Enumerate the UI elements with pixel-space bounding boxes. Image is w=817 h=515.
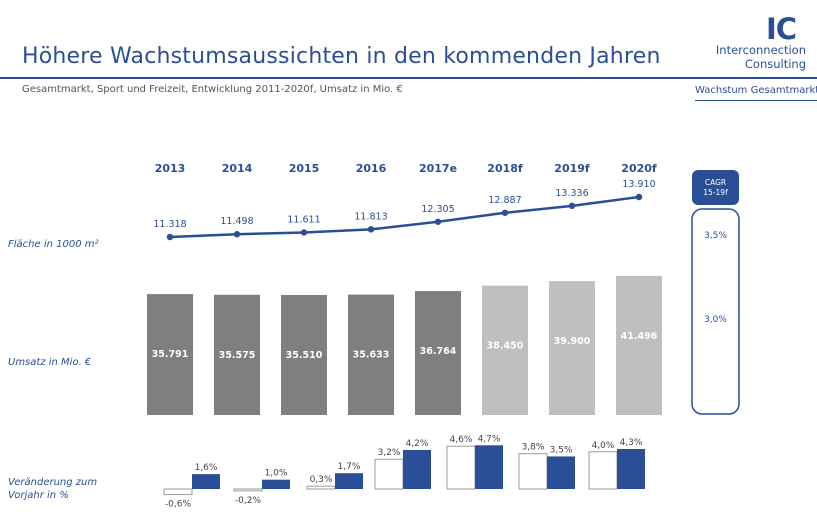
cagr-header-line1: CAGR: [705, 178, 726, 187]
row-label-area: Fläche in 1000 m²: [8, 239, 99, 250]
change-value-label: 4,3%: [620, 438, 643, 448]
area-value-label: 11.813: [354, 211, 387, 222]
cagr-header-line2: 15-19f: [703, 188, 728, 197]
cagr-value-box: [691, 208, 740, 415]
change-value-label: -0,2%: [235, 496, 262, 506]
revenue-value-label: 35.575: [219, 350, 256, 361]
area-point: [300, 229, 308, 236]
row-label-change-line2: Vorjahr in %: [8, 490, 69, 501]
area-value-label: 11.498: [220, 216, 253, 227]
change-bar-filled: [475, 445, 503, 489]
revenue-value-label: 39.900: [554, 336, 591, 347]
area-point: [233, 231, 241, 238]
area-value-label: 13.336: [555, 188, 588, 199]
row-label-revenue: Umsatz in Mio. €: [8, 357, 92, 368]
area-value-label: 13.910: [622, 179, 655, 190]
cagr-value-revenue: 3,0%: [704, 315, 727, 325]
area-value-label: 11.318: [153, 219, 186, 230]
revenue-value-label: 35.633: [353, 350, 390, 361]
change-value-label: 3,8%: [522, 443, 545, 453]
change-bar-filled: [617, 449, 645, 489]
area-line-series: 11.318 11.498 11.611 11.813 12.305 12.887 13.3…: [153, 179, 656, 241]
logo-name: Interconnection Consulting: [716, 43, 806, 71]
page-subtitle: Gesamtmarkt, Sport und Freizeit, Entwick…: [22, 84, 403, 95]
row-label-change-line1: Veränderung zum: [8, 477, 97, 488]
year-label: 2017e: [419, 162, 457, 175]
change-bars: -0,6% 1,6% -0,2% 1,0% 0,3% 1,7% 3,2% 4,2% 4,6% 4,…: [163, 434, 645, 510]
revenue-value-label: 35.510: [286, 350, 323, 361]
change-value-label: 3,2%: [378, 448, 401, 458]
change-value-label: -0,6%: [165, 500, 192, 510]
change-value-label: 0,3%: [310, 475, 333, 485]
title-underline: [0, 77, 817, 79]
company-logo: IC Interconnection Consulting: [700, 12, 810, 74]
year-label: 2015: [289, 162, 320, 175]
revenue-bar: [214, 294, 260, 415]
revenue-value-label: 41.496: [621, 331, 658, 342]
year-labels: 2013 2014 2015 2016 2017e 2018f 2019f 2020f: [155, 162, 657, 175]
change-bar-filled: [262, 479, 290, 489]
change-value-label: 1,7%: [338, 462, 361, 472]
change-bar-filled: [192, 474, 220, 489]
area-line: [169, 195, 640, 239]
revenue-bar: [281, 295, 327, 415]
year-label: 2018f: [487, 162, 523, 175]
change-bar-outline: [233, 488, 263, 492]
row-label-change: Veränderung zum Vorjahr in %: [8, 477, 100, 501]
revenue-bar: [415, 291, 461, 415]
area-point: [367, 226, 375, 233]
revenue-value-label: 38.450: [487, 341, 524, 352]
change-value-label: 4,0%: [592, 441, 615, 451]
cagr-value-area: 3,5%: [704, 231, 727, 241]
change-value-label: 4,7%: [478, 434, 501, 444]
change-bar-outline: [588, 451, 618, 490]
logo-name-line1: Interconnection: [715, 43, 806, 57]
change-bar-outline: [374, 458, 404, 490]
area-point: [166, 233, 174, 241]
year-label: 2014: [222, 162, 253, 175]
change-bar-filled: [403, 449, 431, 489]
year-label: 2016: [356, 162, 387, 175]
change-value-label: 4,2%: [406, 439, 429, 449]
change-value-label: 1,0%: [265, 469, 288, 479]
change-bar-outline: [163, 488, 193, 496]
revenue-value-label: 35.791: [152, 349, 189, 360]
revenue-bar: [482, 285, 528, 415]
change-value-label: 3,5%: [550, 445, 573, 455]
cagr-header-box: [692, 170, 739, 205]
revenue-bar: [147, 294, 193, 415]
section-tag: Wachstum Gesamtmarkt: [695, 85, 817, 101]
change-bar-filled: [335, 473, 363, 489]
area-value-label: 12.887: [488, 195, 521, 206]
revenue-bar: [616, 276, 662, 415]
revenue-bars: 35.791 35.575 35.510 35.633 36.764 38.450 39.9…: [147, 276, 662, 415]
year-label: 2020f: [621, 162, 657, 175]
area-value-label: 11.611: [287, 214, 320, 225]
area-point: [434, 218, 442, 225]
year-label: 2019f: [554, 162, 590, 175]
area-point: [501, 209, 509, 216]
revenue-value-label: 36.764: [420, 346, 457, 357]
revenue-bar: [549, 281, 595, 415]
revenue-bar: [348, 294, 394, 415]
year-label: 2013: [155, 162, 186, 175]
change-bar-outline: [306, 485, 336, 490]
change-value-label: 1,6%: [195, 463, 218, 473]
page-title: Höhere Wachstumsaussichten in den kommen…: [22, 44, 661, 69]
change-value-label: 4,6%: [450, 435, 473, 445]
logo-name-line2: Consulting: [744, 57, 806, 71]
area-point: [635, 193, 643, 201]
change-bar-outline: [518, 453, 548, 490]
area-point: [568, 202, 576, 210]
logo-mark: IC: [766, 12, 797, 46]
change-bar-filled: [547, 456, 575, 489]
change-bar-outline: [446, 445, 476, 490]
area-value-label: 12.305: [421, 204, 454, 215]
